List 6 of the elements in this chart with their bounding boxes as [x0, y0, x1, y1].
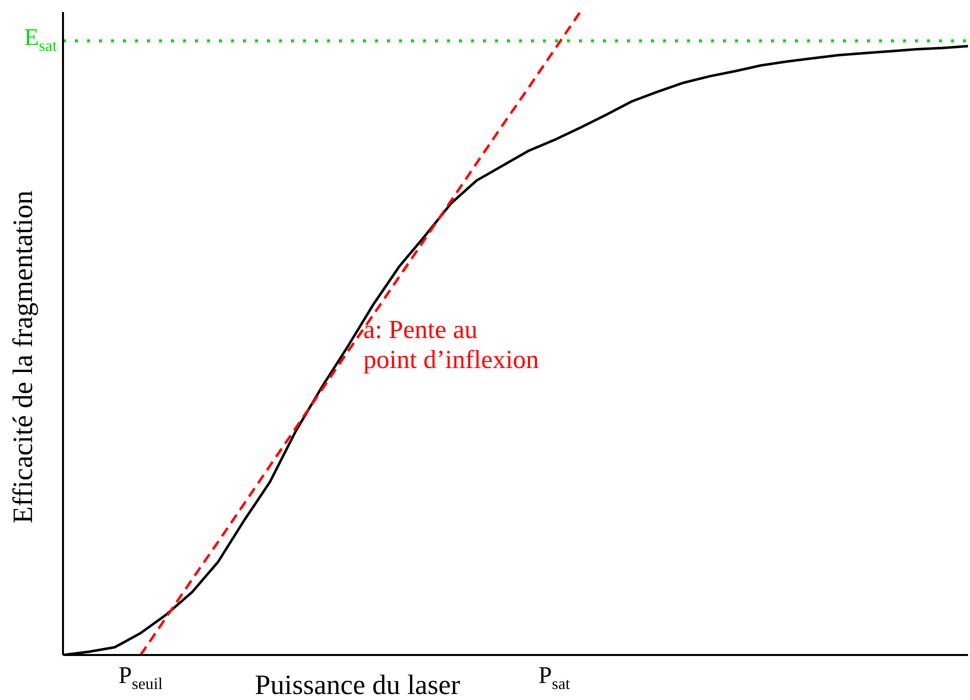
x-tick-label: P$_{seuil}$	[118, 663, 164, 693]
y-axis-title: Efficacité de la fragmentation	[8, 190, 39, 524]
x-axis-title: Puissance du laser	[254, 670, 461, 700]
ref-line-label: E$_{sat}$	[24, 24, 58, 55]
series-label: a: Pente au point d’inflexion	[363, 315, 539, 374]
x-tick-label: P$_{sat}$	[538, 663, 570, 693]
